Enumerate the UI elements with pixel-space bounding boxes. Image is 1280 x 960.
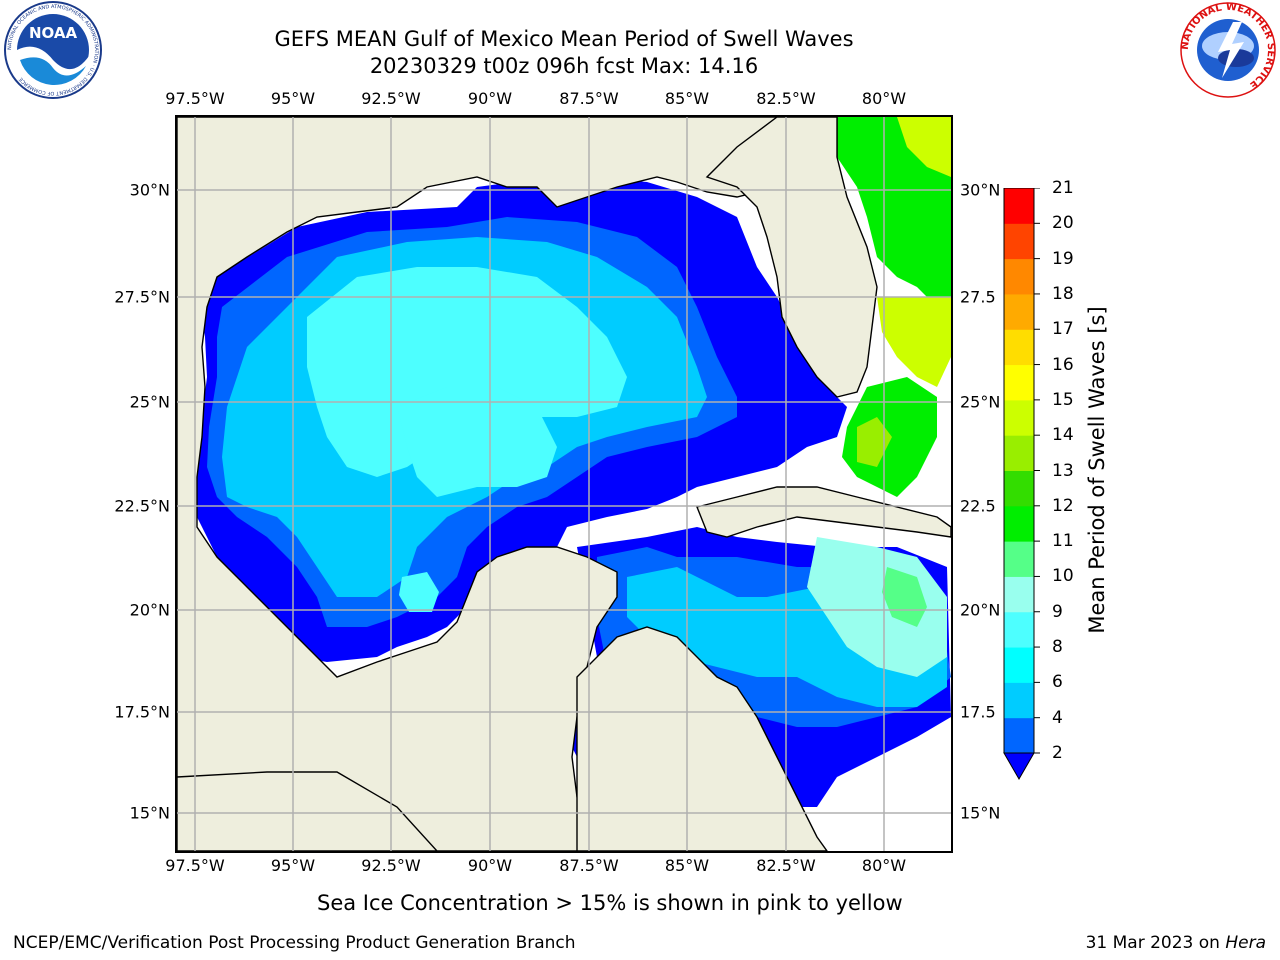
colorbar-segment <box>1004 682 1034 719</box>
noaa-logo-text: NOAA <box>29 24 78 42</box>
lon-label-bottom: 90°W <box>467 856 513 875</box>
map-subtitle: 20230329 t00z 096h fcst Max: 14.16 <box>369 54 759 78</box>
colorbar-tick-label: 12 <box>1052 495 1074 516</box>
lon-label-bottom: 95°W <box>270 856 316 875</box>
colorbar-tick-label: 14 <box>1052 425 1074 446</box>
colorbar <box>1003 188 1040 781</box>
credit-line: NCEP/EMC/Verification Post Processing Pr… <box>13 933 576 953</box>
lat-label-right: 17.5 <box>960 702 996 722</box>
colorbar-segment <box>1004 717 1034 754</box>
colorbar-title: Mean Period of Swell Waves [s] <box>1085 306 1109 634</box>
colorbar-segment <box>1004 505 1034 542</box>
colorbar-tick-label: 6 <box>1052 672 1063 693</box>
colorbar-tick-label: 21 <box>1052 178 1074 198</box>
date-stamp: 31 Mar 2023 on Hera <box>1085 933 1266 953</box>
lon-label-top: 87.5°W <box>559 89 619 108</box>
colorbar-segment <box>1004 188 1034 224</box>
colorbar-segment <box>1004 223 1034 260</box>
colorbar-segment <box>1004 611 1034 648</box>
colorbar-segment <box>1004 399 1034 436</box>
lon-label-bottom: 97.5°W <box>165 856 225 875</box>
lat-label-left: 17.5°N <box>114 702 170 722</box>
colorbar-tick-label: 2 <box>1052 743 1063 763</box>
lat-label-right: 20°N <box>960 600 1001 620</box>
lon-label-top: 80°W <box>861 89 907 108</box>
gulf-of-mexico-map <box>177 117 951 851</box>
noaa-logo: NOAA NATIONAL OCEANIC AND ATMOSPHERIC AD… <box>4 1 102 99</box>
lat-label-left: 15°N <box>129 803 170 823</box>
lon-label-top: 92.5°W <box>361 89 421 108</box>
lat-label-right: 27.5 <box>960 287 996 307</box>
colorbar-tick-label: 10 <box>1052 566 1074 587</box>
lat-label-left: 25°N <box>129 392 170 412</box>
lon-label-bottom: 80°W <box>861 856 907 875</box>
lon-label-bottom: 82.5°W <box>756 856 816 875</box>
lon-label-top: 82.5°W <box>756 89 816 108</box>
colorbar-tick-label: 19 <box>1052 248 1074 269</box>
machine-name: Hera <box>1225 933 1266 953</box>
sea-ice-note: Sea Ice Concentration > 15% is shown in … <box>317 891 903 915</box>
lat-label-right: 22.5 <box>960 496 996 516</box>
lon-label-bottom: 87.5°W <box>559 856 619 875</box>
colorbar-tick-label: 20 <box>1052 213 1074 234</box>
map-panel <box>175 115 953 853</box>
colorbar-segment <box>1004 329 1034 366</box>
colorbar-tick-label: 8 <box>1052 637 1063 658</box>
colorbar-segment <box>1004 541 1034 577</box>
graticule <box>177 117 951 851</box>
lat-label-right: 25°N <box>960 392 1001 412</box>
nws-logo: NATIONAL WEATHER SERVICE <box>1180 2 1276 98</box>
lat-label-right: 15°N <box>960 803 1001 823</box>
colorbar-tick-label: 4 <box>1052 707 1063 728</box>
colorbar-tick-label: 18 <box>1052 283 1074 304</box>
lat-label-left: 20°N <box>129 600 170 620</box>
colorbar-segment <box>1004 470 1034 507</box>
lon-label-top: 90°W <box>467 89 513 108</box>
lat-label-left: 30°N <box>129 180 170 200</box>
colorbar-segment <box>1004 647 1034 683</box>
colorbar-tick-label: 13 <box>1052 460 1074 481</box>
colorbar-tick-label: 16 <box>1052 354 1074 375</box>
colorbar-tick-label: 11 <box>1052 531 1074 552</box>
colorbar-segment <box>1004 258 1034 295</box>
lat-label-left: 27.5°N <box>114 287 170 307</box>
lon-label-top: 95°W <box>270 89 316 108</box>
colorbar-segment <box>1004 364 1034 401</box>
lon-label-top: 85°W <box>664 89 710 108</box>
colorbar-segment <box>1004 293 1034 330</box>
lon-label-bottom: 92.5°W <box>361 856 421 875</box>
lon-label-top: 97.5°W <box>165 89 225 108</box>
colorbar-segment <box>1004 576 1034 613</box>
map-title: GEFS MEAN Gulf of Mexico Mean Period of … <box>274 27 854 51</box>
lon-label-bottom: 85°W <box>664 856 710 875</box>
colorbar-segment <box>1004 435 1034 471</box>
colorbar-tick-label: 17 <box>1052 319 1074 340</box>
colorbar-tick-label: 15 <box>1052 389 1074 410</box>
colorbar-tick-label: 9 <box>1052 601 1063 622</box>
lat-label-left: 22.5°N <box>114 496 170 516</box>
lat-label-right: 30°N <box>960 180 1001 200</box>
colorbar-extend-triangle <box>1003 752 1035 781</box>
